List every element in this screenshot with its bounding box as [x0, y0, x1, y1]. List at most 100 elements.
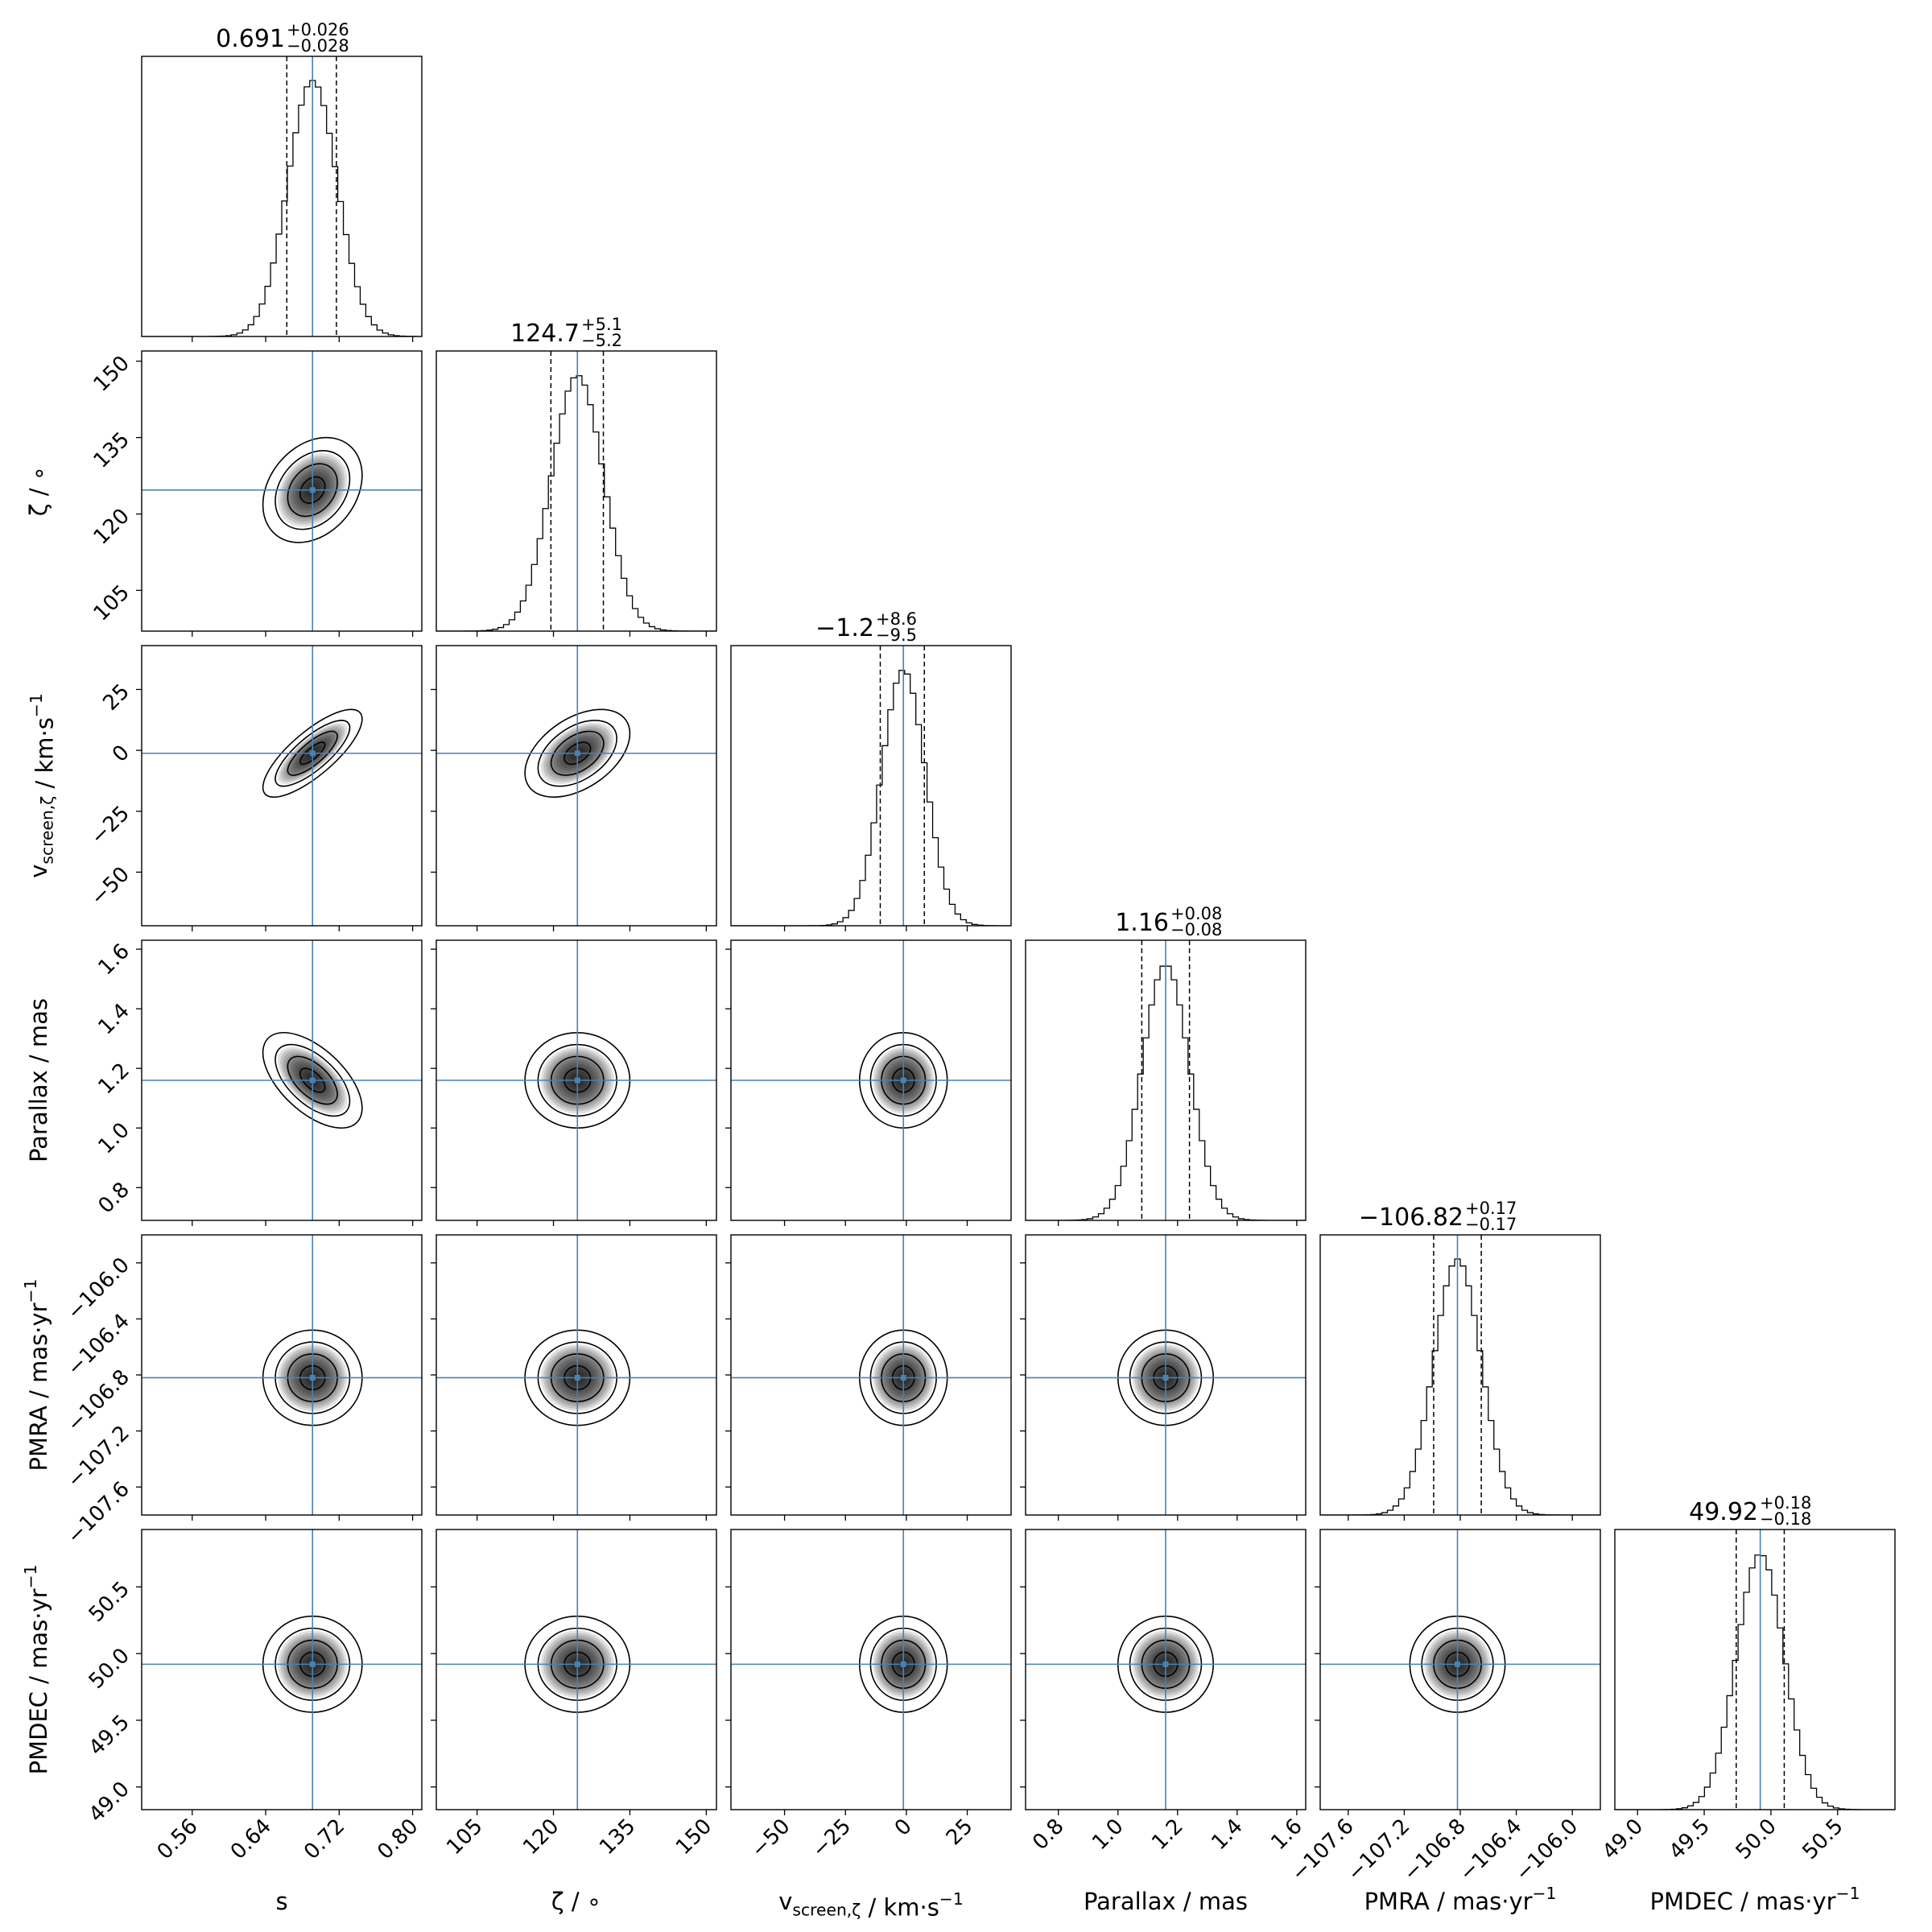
- contour-line: [299, 476, 326, 504]
- axis-label-part: −1: [1533, 1884, 1557, 1903]
- x-tick-label: −107.2: [1343, 1814, 1414, 1886]
- title-plus-pmra: +0.17: [1465, 1199, 1517, 1218]
- y-tick-label: −107.6: [63, 1477, 134, 1549]
- title-minus-v_screen: −9.5: [876, 625, 917, 645]
- truth-marker: [309, 1077, 316, 1084]
- axis-label-part: ζ: [551, 1888, 564, 1915]
- y-tick-label: −25: [86, 802, 134, 850]
- x-tick-label: 50.5: [1798, 1814, 1848, 1864]
- y-tick-label: 50.5: [85, 1577, 134, 1627]
- x-tick-label: 49.0: [1598, 1814, 1648, 1864]
- y-tick-label: −106.8: [63, 1365, 134, 1437]
- x-tick-label: 150: [671, 1814, 716, 1860]
- y-axis-label-parallax: Parallax / mas: [25, 998, 52, 1162]
- title-minus-pmdec: −0.18: [1760, 1509, 1811, 1529]
- panel-frame: [436, 1529, 717, 1810]
- axis-label-part: PMDEC: [1650, 1888, 1733, 1915]
- panel-pmdec-vs-v_screen: [731, 1530, 1011, 1810]
- panel-pmdec-vs-pmdec: [1615, 1530, 1895, 1810]
- axis-label-part: / mas: [1176, 1888, 1248, 1915]
- axis-label-part: Parallax: [25, 1070, 52, 1162]
- axis-label-part: −1: [21, 1565, 40, 1589]
- panel-frame: [141, 645, 423, 927]
- x-tick-label: 1.0: [1088, 1814, 1128, 1855]
- axis-label-part: / ∘: [25, 466, 52, 503]
- axis-label-part: screen,ζ: [37, 796, 56, 865]
- axis-label-part: −1: [939, 1889, 964, 1909]
- panel-frame: [141, 350, 423, 632]
- histogram-pmdec: [1615, 1554, 1895, 1810]
- panel-pmdec-vs-pmra: [1320, 1530, 1600, 1810]
- truth-marker: [900, 1661, 906, 1667]
- x-tick-label: −106.8: [1399, 1814, 1471, 1886]
- title-median-zeta: 124.7: [510, 320, 580, 348]
- y-tick-label: 0: [108, 741, 134, 767]
- x-tick-label: 1.2: [1147, 1814, 1187, 1855]
- panel-frame: [1025, 1529, 1307, 1810]
- contour-line: [287, 730, 338, 776]
- histogram-zeta: [436, 375, 716, 631]
- x-axis-label-s: s: [275, 1888, 287, 1915]
- title-plus-v_screen: +8.6: [876, 609, 917, 629]
- y-tick-label: 49.5: [85, 1711, 134, 1761]
- title-median-pmdec: 49.92: [1689, 1498, 1758, 1526]
- y-tick-label: 1.6: [93, 939, 134, 980]
- x-axis-label-pmra: PMRA / mas·yr−1: [1364, 1884, 1557, 1915]
- truth-marker: [309, 1661, 316, 1667]
- title-plus-s: +0.026: [287, 20, 349, 39]
- contour-line: [550, 730, 605, 776]
- y-tick-label: 25: [98, 679, 134, 716]
- panel-frame: [1319, 1234, 1601, 1516]
- truth-marker: [309, 750, 316, 757]
- x-axis-label-pmdec: PMDEC / mas·yr−1: [1650, 1884, 1860, 1915]
- truth-marker: [1162, 1374, 1169, 1381]
- y-tick-label: 150: [89, 351, 134, 396]
- histogram-s: [142, 80, 422, 336]
- panel-v_screen-vs-s: [142, 646, 422, 926]
- contour-line: [564, 741, 592, 766]
- truth-marker: [900, 1374, 906, 1381]
- x-tick-label: −50: [747, 1814, 795, 1863]
- contour-line: [299, 741, 326, 766]
- axis-label-part: ζ: [25, 503, 52, 516]
- panel-pmra-vs-s: [142, 1235, 422, 1515]
- y-tick-label: 135: [89, 427, 134, 473]
- x-tick-label: 0.64: [226, 1814, 276, 1864]
- axis-label-part: s: [275, 1888, 287, 1915]
- histogram-v_screen: [731, 670, 1011, 926]
- contour-line: [275, 720, 351, 787]
- truth-marker: [900, 1077, 906, 1084]
- contour-line: [524, 708, 631, 799]
- panel-frame: [436, 645, 717, 927]
- title-minus-pmra: −0.17: [1465, 1215, 1517, 1234]
- panel-frame: [730, 939, 1012, 1221]
- y-axis-label-pmdec: PMDEC / mas·yr−1: [21, 1565, 52, 1775]
- contour-line: [287, 1055, 338, 1105]
- x-tick-label: 0.8: [1028, 1814, 1068, 1855]
- axis-label-part: / km·s: [861, 1893, 939, 1921]
- y-tick-label: 50.0: [85, 1644, 134, 1694]
- truth-marker: [309, 487, 316, 493]
- panel-frame: [730, 645, 1012, 927]
- panel-v_screen-vs-v_screen: [731, 646, 1011, 926]
- panel-frame: [436, 939, 717, 1221]
- title-median-parallax: 1.16: [1115, 909, 1169, 937]
- panel-pmra-vs-zeta: [436, 1235, 716, 1515]
- contour-line: [262, 708, 363, 799]
- panel-zeta-vs-zeta: [436, 351, 716, 631]
- truth-marker: [1162, 1661, 1169, 1667]
- x-tick-label: 105: [442, 1814, 487, 1860]
- y-axis-label-v_screen: vscreen,ζ / km·s−1: [25, 693, 58, 878]
- histogram-pmra: [1320, 1258, 1600, 1515]
- x-tick-label: −106.0: [1511, 1814, 1583, 1886]
- panel-s-vs-s: [142, 56, 422, 336]
- x-tick-label: −106.4: [1455, 1814, 1526, 1886]
- contour-line: [275, 1043, 351, 1117]
- contour-line: [262, 1031, 363, 1129]
- axis-label-part: PMRA: [25, 1406, 52, 1471]
- panel-pmra-vs-pmra: [1320, 1235, 1600, 1515]
- title-plus-pmdec: +0.18: [1760, 1493, 1811, 1513]
- panel-frame: [1025, 939, 1307, 1221]
- title-median-s: 0.691: [216, 25, 285, 53]
- contour-line: [299, 1067, 326, 1093]
